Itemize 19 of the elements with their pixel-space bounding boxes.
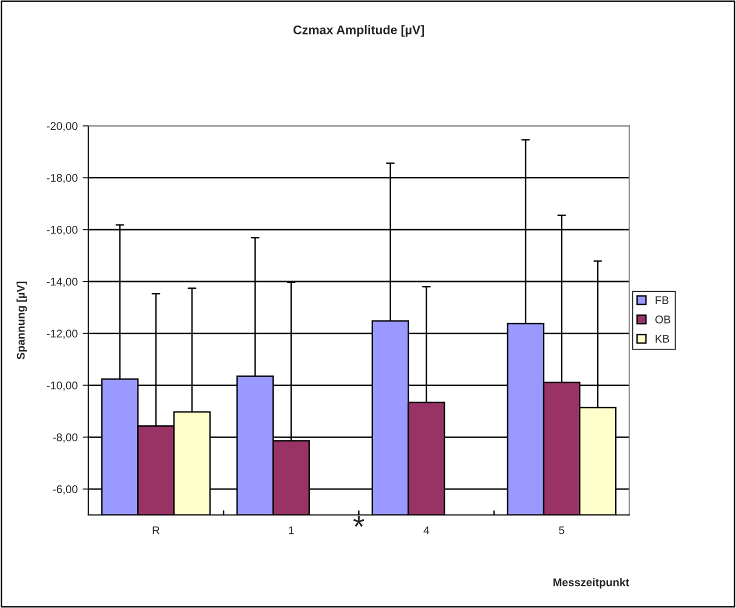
x-tick-label: R [152, 526, 160, 534]
legend-label: KB [656, 334, 670, 343]
y-tick-label: -6,00 [53, 485, 78, 494]
x-tick-label: 1 [288, 526, 294, 534]
x-axis-title: Messzeitpunkt [553, 578, 630, 588]
text: * [353, 516, 364, 527]
y-tick-label: -8,00 [53, 433, 78, 443]
y-tick-label: -14,00 [46, 278, 78, 287]
y-tick-label: -12,00 [46, 330, 78, 339]
x-tick-label: 5 [559, 526, 564, 534]
y-tick-label: -20,00 [46, 122, 78, 132]
chart-title: Czmax Amplitude [µV] [293, 25, 424, 37]
y-tick-label: -16,00 [46, 226, 78, 236]
y-tick-label: -10,00 [46, 382, 78, 391]
x-tick-label: 4 [424, 526, 430, 534]
y-tick-label: -18,00 [46, 174, 78, 184]
legend-label: OB [655, 316, 670, 324]
y-axis-title: Spannung [µV] [16, 282, 27, 360]
legend-label: FB [656, 296, 668, 304]
